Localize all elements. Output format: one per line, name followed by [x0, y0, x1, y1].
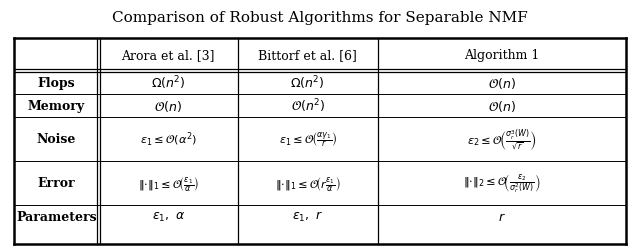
Text: $\epsilon_1,\ \alpha$: $\epsilon_1,\ \alpha$ [152, 210, 185, 223]
Text: $\|{\cdot}\|_1 \leq \mathcal{O}\!\left(\frac{\epsilon_1}{\alpha}\right)$: $\|{\cdot}\|_1 \leq \mathcal{O}\!\left(\… [138, 174, 199, 192]
Text: Parameters: Parameters [16, 210, 97, 223]
Text: Flops: Flops [38, 76, 75, 89]
Text: Algorithm 1: Algorithm 1 [464, 48, 540, 62]
Text: $\mathcal{O}(n)$: $\mathcal{O}(n)$ [488, 98, 516, 113]
Text: Error: Error [38, 176, 75, 190]
Text: $\epsilon_1,\ r$: $\epsilon_1,\ r$ [292, 210, 323, 224]
Text: $\mathcal{O}(n)$: $\mathcal{O}(n)$ [488, 75, 516, 90]
Text: $\Omega(n^2)$: $\Omega(n^2)$ [291, 74, 325, 92]
Text: Noise: Noise [36, 133, 76, 146]
Text: $r$: $r$ [498, 210, 506, 223]
Text: $\mathcal{O}(n^2)$: $\mathcal{O}(n^2)$ [291, 97, 325, 114]
Text: Bittorf et al. [6]: Bittorf et al. [6] [259, 48, 357, 62]
Text: $\epsilon_1 \leq \mathcal{O}\!\left(\frac{\alpha\gamma_1}{r}\right)$: $\epsilon_1 \leq \mathcal{O}\!\left(\fra… [278, 130, 337, 149]
Text: Arora et al. [3]: Arora et al. [3] [122, 48, 215, 62]
Text: $\epsilon_2 \leq \mathcal{O}\!\left(\frac{\sigma_r^3(W)}{\sqrt{r}}\right)$: $\epsilon_2 \leq \mathcal{O}\!\left(\fra… [467, 127, 536, 151]
Text: $\Omega(n^2)$: $\Omega(n^2)$ [151, 74, 186, 92]
Text: $\|{\cdot}\|_1 \leq \mathcal{O}\!\left(r\frac{\epsilon_1}{\alpha}\right)$: $\|{\cdot}\|_1 \leq \mathcal{O}\!\left(r… [275, 174, 340, 192]
Text: $\|{\cdot}\|_2 \leq \mathcal{O}\!\left(\frac{\epsilon_2}{\sigma_r^2(W)}\right)$: $\|{\cdot}\|_2 \leq \mathcal{O}\!\left(\… [463, 171, 540, 195]
Text: $\mathcal{O}(n)$: $\mathcal{O}(n)$ [154, 98, 182, 113]
Text: Memory: Memory [28, 99, 85, 112]
Text: $\epsilon_1 \leq \mathcal{O}(\alpha^2)$: $\epsilon_1 \leq \mathcal{O}(\alpha^2)$ [140, 130, 197, 148]
Text: Comparison of Robust Algorithms for Separable NMF: Comparison of Robust Algorithms for Sepa… [112, 11, 528, 25]
